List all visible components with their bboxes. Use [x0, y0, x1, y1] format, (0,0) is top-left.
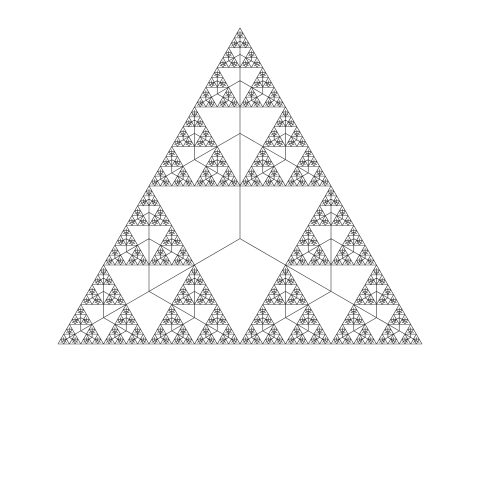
fractal-line-group: [57, 27, 423, 345]
fractal-lines: [57, 27, 423, 345]
